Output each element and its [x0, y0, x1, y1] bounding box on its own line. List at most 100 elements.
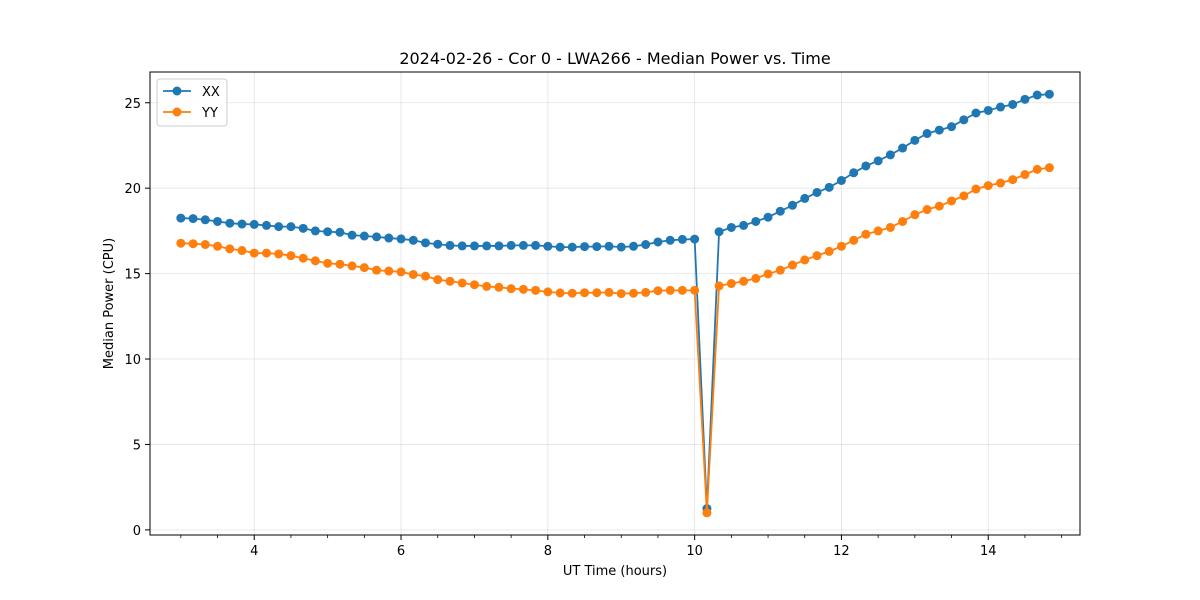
data-point-xx	[604, 241, 614, 251]
data-point-xx	[188, 214, 198, 224]
data-point-xx	[359, 231, 369, 241]
data-point-xx	[947, 122, 957, 132]
data-point-xx	[763, 212, 773, 222]
data-point-xx	[384, 233, 394, 243]
data-point-xx	[922, 129, 932, 139]
legend-marker-yy	[172, 107, 182, 117]
data-point-yy	[310, 256, 320, 266]
data-point-yy	[800, 255, 810, 265]
data-point-xx	[971, 108, 981, 118]
data-point-xx	[286, 222, 296, 232]
data-point-yy	[677, 285, 687, 295]
data-point-xx	[494, 241, 504, 251]
data-point-yy	[457, 278, 467, 288]
data-point-yy	[555, 288, 565, 298]
x-tick-label: 6	[397, 544, 405, 559]
data-point-xx	[812, 187, 822, 197]
data-point-xx	[775, 206, 785, 216]
data-point-yy	[592, 288, 602, 298]
data-point-xx	[824, 182, 834, 192]
data-point-yy	[335, 259, 345, 269]
data-point-yy	[494, 282, 504, 292]
data-point-xx	[396, 234, 406, 244]
data-point-xx	[787, 200, 797, 210]
data-point-yy	[714, 281, 724, 291]
data-point-yy	[616, 289, 626, 299]
data-point-xx	[274, 222, 284, 232]
data-point-yy	[433, 275, 443, 285]
data-point-xx	[298, 223, 308, 233]
data-point-xx	[726, 222, 736, 232]
data-point-yy	[885, 222, 895, 232]
data-point-yy	[849, 235, 859, 245]
data-point-yy	[274, 249, 284, 259]
data-point-yy	[543, 287, 553, 297]
data-point-xx	[506, 240, 516, 250]
data-point-yy	[298, 253, 308, 263]
data-point-yy	[836, 241, 846, 251]
legend: XX YY	[156, 78, 228, 127]
data-point-yy	[420, 271, 430, 281]
grid	[150, 72, 1080, 535]
x-tick-label: 10	[686, 544, 703, 559]
data-point-yy	[408, 269, 418, 279]
data-point-xx	[237, 219, 247, 229]
data-point-yy	[249, 248, 259, 258]
series-layer	[176, 89, 1054, 518]
data-point-xx	[420, 238, 430, 248]
data-point-xx	[934, 125, 944, 135]
data-point-yy	[629, 288, 638, 298]
data-point-xx	[457, 241, 467, 251]
data-point-xx	[200, 215, 210, 225]
data-point-xx	[531, 240, 541, 250]
data-point-xx	[1032, 90, 1042, 100]
data-point-xx	[310, 226, 320, 236]
data-point-yy	[702, 508, 712, 518]
data-point-xx	[898, 143, 908, 153]
data-point-xx	[861, 161, 871, 171]
data-point-xx	[580, 242, 590, 252]
data-point-xx	[1008, 99, 1018, 109]
data-point-yy	[1032, 164, 1042, 174]
data-point-xx	[873, 156, 883, 166]
data-point-xx	[849, 168, 859, 178]
data-point-yy	[347, 261, 357, 271]
data-point-yy	[690, 285, 700, 295]
data-point-xx	[910, 135, 920, 145]
data-point-xx	[176, 213, 186, 223]
data-point-yy	[506, 284, 516, 294]
legend-label-xx: XX	[202, 85, 220, 100]
data-point-yy	[384, 266, 394, 276]
data-point-xx	[996, 102, 1006, 112]
data-point-yy	[1008, 175, 1018, 185]
data-point-xx	[225, 218, 235, 228]
data-point-xx	[347, 230, 357, 240]
data-point-yy	[898, 216, 908, 226]
data-point-yy	[910, 210, 920, 220]
data-point-yy	[261, 248, 271, 258]
data-point-xx	[433, 239, 443, 249]
data-point-xx	[469, 241, 479, 251]
data-point-xx	[983, 105, 993, 115]
data-point-yy	[604, 287, 614, 297]
data-point-xx	[592, 242, 602, 252]
data-point-yy	[787, 260, 797, 270]
y-tick-label: 25	[124, 97, 141, 112]
data-point-yy	[922, 205, 932, 215]
y-tick-label: 0	[133, 524, 141, 539]
data-point-yy	[751, 273, 761, 283]
data-point-yy	[188, 239, 198, 249]
data-point-yy	[396, 267, 406, 277]
data-point-xx	[567, 242, 577, 252]
data-point-xx	[616, 242, 626, 252]
data-point-yy	[861, 229, 871, 239]
data-point-xx	[885, 150, 895, 160]
data-point-yy	[372, 265, 382, 275]
data-point-yy	[641, 287, 651, 297]
data-point-yy	[176, 238, 186, 248]
data-point-xx	[677, 234, 687, 244]
data-point-yy	[775, 265, 785, 275]
chart-title: 2024-02-26 - Cor 0 - LWA266 - Median Pow…	[399, 49, 830, 68]
x-tick-label: 4	[250, 544, 258, 559]
